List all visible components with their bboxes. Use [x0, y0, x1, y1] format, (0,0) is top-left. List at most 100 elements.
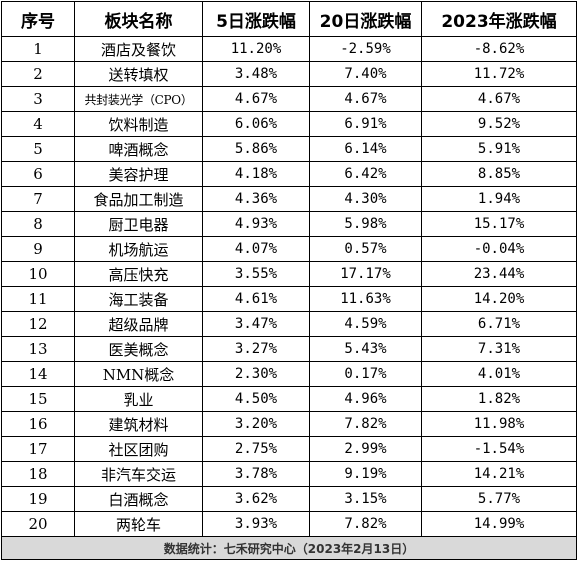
sector-name: 酒店及餐饮	[74, 36, 203, 62]
sector-name: 两轮车	[74, 511, 203, 537]
change-20d: 7.40%	[309, 61, 422, 87]
change-20d: -2.59%	[309, 36, 422, 62]
change-20d: 9.19%	[309, 461, 422, 487]
table-row: 20 两轮车 3.93% 7.82% 14.99%	[1, 511, 577, 537]
change-20d: 17.17%	[309, 261, 422, 287]
table-row: 15 乳业 4.50% 4.96% 1.82%	[1, 386, 577, 412]
sector-name: 非汽车交运	[74, 461, 203, 487]
change-20d: 0.57%	[309, 236, 422, 262]
change-2023: -8.62%	[421, 36, 577, 62]
table-row: 9 机场航运 4.07% 0.57% -0.04%	[1, 236, 577, 262]
change-5d: 4.61%	[202, 286, 310, 312]
table-row: 3 共封装光学（CPO） 4.67% 4.67% 4.67%	[1, 86, 577, 112]
change-2023: 5.77%	[421, 486, 577, 512]
change-20d: 2.99%	[309, 436, 422, 462]
change-5d: 4.93%	[202, 211, 310, 237]
table-row: 11 海工装备 4.61% 11.63% 14.20%	[1, 286, 577, 312]
sector-name: 乳业	[74, 386, 203, 412]
table-body: 1 酒店及餐饮 11.20% -2.59% -8.62% 2 送转填权 3.48% 7.40% 1…	[1, 36, 577, 537]
table-row: 1 酒店及餐饮 11.20% -2.59% -8.62%	[1, 36, 577, 62]
row-index: 20	[1, 511, 75, 537]
change-2023: 9.52%	[421, 111, 577, 137]
change-5d: 4.50%	[202, 386, 310, 412]
row-index: 1	[1, 36, 75, 62]
table-row: 14 NMN概念 2.30% 0.17% 4.01%	[1, 361, 577, 387]
change-5d: 4.36%	[202, 186, 310, 212]
change-2023: 7.31%	[421, 336, 577, 362]
change-20d: 6.91%	[309, 111, 422, 137]
row-index: 12	[1, 311, 75, 337]
change-20d: 4.67%	[309, 86, 422, 112]
change-20d: 5.43%	[309, 336, 422, 362]
row-index: 16	[1, 411, 75, 437]
row-index: 13	[1, 336, 75, 362]
row-index: 11	[1, 286, 75, 312]
sector-name: 共封装光学（CPO）	[74, 86, 203, 112]
change-5d: 3.48%	[202, 61, 310, 87]
row-index: 3	[1, 86, 75, 112]
table-row: 5 啤酒概念 5.86% 6.14% 5.91%	[1, 136, 577, 162]
table-row: 8 厨卫电器 4.93% 5.98% 15.17%	[1, 211, 577, 237]
sector-name: 啤酒概念	[74, 136, 203, 162]
change-2023: 1.94%	[421, 186, 577, 212]
footer-row: 数据统计：七禾研究中心（2023年2月13日）	[1, 536, 577, 560]
row-index: 19	[1, 486, 75, 512]
sector-name: 超级品牌	[74, 311, 203, 337]
table-row: 17 社区团购 2.75% 2.99% -1.54%	[1, 436, 577, 462]
header-change-2023: 2023年涨跌幅	[421, 1, 577, 37]
change-5d: 3.55%	[202, 261, 310, 287]
sector-name: 食品加工制造	[74, 186, 203, 212]
sector-name: 白酒概念	[74, 486, 203, 512]
table-row: 16 建筑材料 3.20% 7.82% 11.98%	[1, 411, 577, 437]
row-index: 8	[1, 211, 75, 237]
table-row: 12 超级品牌 3.47% 4.59% 6.71%	[1, 311, 577, 337]
change-2023: 8.85%	[421, 161, 577, 187]
change-5d: 11.20%	[202, 36, 310, 62]
table-row: 4 饮料制造 6.06% 6.91% 9.52%	[1, 111, 577, 137]
header-sector: 板块名称	[74, 1, 203, 37]
change-5d: 2.30%	[202, 361, 310, 387]
header-row: 序号 板块名称 5日涨跌幅 20日涨跌幅 2023年涨跌幅	[1, 1, 577, 37]
change-20d: 6.42%	[309, 161, 422, 187]
change-20d: 4.30%	[309, 186, 422, 212]
row-index: 5	[1, 136, 75, 162]
change-2023: 14.20%	[421, 286, 577, 312]
change-2023: 1.82%	[421, 386, 577, 412]
change-2023: 5.91%	[421, 136, 577, 162]
change-2023: 4.67%	[421, 86, 577, 112]
table-row: 6 美容护理 4.18% 6.42% 8.85%	[1, 161, 577, 187]
change-2023: 11.98%	[421, 411, 577, 437]
sector-name: 送转填权	[74, 61, 203, 87]
change-20d: 7.82%	[309, 411, 422, 437]
sector-name: 社区团购	[74, 436, 203, 462]
change-2023: 11.72%	[421, 61, 577, 87]
change-5d: 2.75%	[202, 436, 310, 462]
row-index: 10	[1, 261, 75, 287]
row-index: 6	[1, 161, 75, 187]
sector-name: 高压快充	[74, 261, 203, 287]
change-2023: 6.71%	[421, 311, 577, 337]
row-index: 17	[1, 436, 75, 462]
row-index: 15	[1, 386, 75, 412]
sector-name: 美容护理	[74, 161, 203, 187]
change-5d: 6.06%	[202, 111, 310, 137]
data-source-note: 数据统计：七禾研究中心（2023年2月13日）	[1, 536, 577, 560]
change-20d: 11.63%	[309, 286, 422, 312]
table-row: 13 医美概念 3.27% 5.43% 7.31%	[1, 336, 577, 362]
sector-name: 机场航运	[74, 236, 203, 262]
change-20d: 4.59%	[309, 311, 422, 337]
change-20d: 5.98%	[309, 211, 422, 237]
change-2023: -0.04%	[421, 236, 577, 262]
change-5d: 3.20%	[202, 411, 310, 437]
change-2023: 4.01%	[421, 361, 577, 387]
change-20d: 4.96%	[309, 386, 422, 412]
change-20d: 7.82%	[309, 511, 422, 537]
sector-name: 饮料制造	[74, 111, 203, 137]
row-index: 2	[1, 61, 75, 87]
sector-name: 建筑材料	[74, 411, 203, 437]
change-5d: 5.86%	[202, 136, 310, 162]
change-5d: 3.47%	[202, 311, 310, 337]
change-2023: 23.44%	[421, 261, 577, 287]
